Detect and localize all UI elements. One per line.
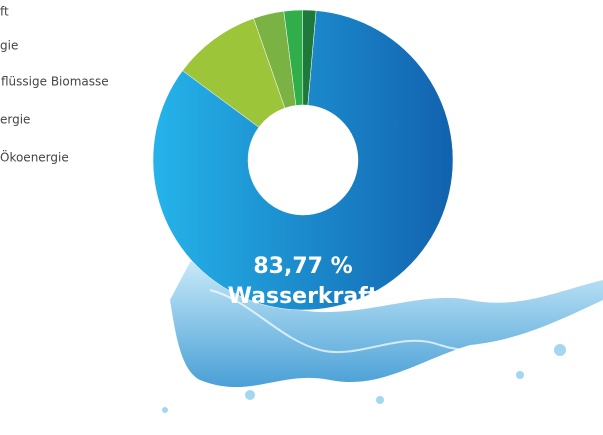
water-decoration <box>162 260 603 413</box>
center-label: Wasserkraft <box>228 284 379 309</box>
legend-label: flüssige Biomasse <box>1 75 109 89</box>
legend-label: ft <box>0 5 9 19</box>
legend-label: Ökoenergie <box>0 149 69 165</box>
legend-label: gie <box>0 39 18 53</box>
legend-label: ergie <box>0 113 30 127</box>
value-label: 83,77 % <box>253 254 352 279</box>
donut-slice <box>152 10 454 311</box>
donut-slice <box>302 9 317 106</box>
